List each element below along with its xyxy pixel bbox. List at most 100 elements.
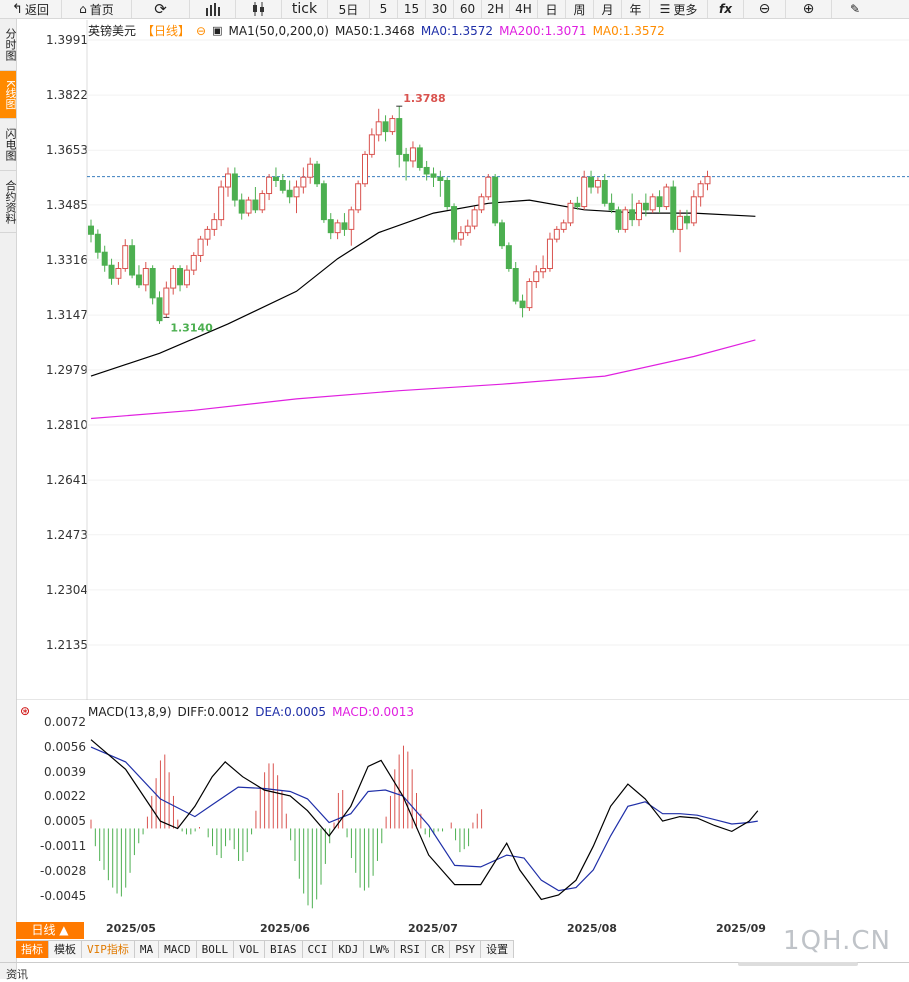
tab-rsi[interactable]: RSI — [395, 941, 426, 958]
tab-cr[interactable]: CR — [426, 941, 451, 958]
candle-body — [327, 219, 334, 234]
tab-kline[interactable]: K线图 — [0, 71, 17, 119]
footer-divider — [0, 962, 909, 963]
candlestick-icon — [252, 2, 264, 16]
candle-body — [204, 228, 211, 240]
period-select-button[interactable]: 日线 ▲ — [16, 922, 84, 939]
dea-line — [90, 746, 758, 892]
home-button[interactable]: ⌂ 首页 — [62, 0, 132, 18]
period-day-button[interactable]: 日 — [538, 0, 566, 18]
candle-body — [697, 183, 704, 198]
period-month-label: 月 — [601, 2, 614, 17]
candle-body — [135, 274, 142, 286]
candle-body — [567, 202, 574, 224]
tab-timeshare[interactable]: 分时图 — [0, 19, 17, 71]
home-label: 首页 — [89, 2, 114, 17]
tab-indicator[interactable]: 指标 — [16, 941, 49, 958]
candle-body — [430, 173, 437, 178]
more-button[interactable]: ☰ 更多 — [650, 0, 708, 18]
candle-body — [252, 199, 259, 211]
period-30m-button[interactable]: 30 — [426, 0, 454, 18]
price-tick: 1.2473 — [46, 528, 88, 542]
period-week-button[interactable]: 周 — [566, 0, 594, 18]
price-chart[interactable]: 1.3788 1.3140 — [0, 0, 909, 700]
tab-flash[interactable]: 闪电图 — [0, 119, 17, 171]
indicator-icon[interactable]: ▣ — [212, 24, 223, 37]
candle-body — [533, 271, 540, 283]
zoom-in-icon: ⊕ — [802, 1, 815, 17]
tick-button[interactable]: tick — [282, 0, 328, 18]
candle-body — [348, 209, 355, 230]
tab-macd[interactable]: MACD — [159, 941, 197, 958]
candle-body — [601, 179, 608, 204]
candle-body — [642, 202, 649, 211]
candle-body — [375, 121, 382, 136]
ma200-label: MA200:1.3071 — [499, 23, 587, 38]
period-year-button[interactable]: 年 — [622, 0, 650, 18]
period-60m-button[interactable]: 60 — [454, 0, 482, 18]
candle-body — [649, 196, 656, 211]
scroll-handle[interactable] — [738, 962, 858, 966]
tab-psy[interactable]: PSY — [450, 941, 482, 958]
candlestick-button[interactable] — [236, 0, 282, 18]
candle-body — [471, 209, 478, 227]
tab-bias[interactable]: BIAS — [265, 941, 303, 958]
price-tick: 1.3653 — [46, 143, 88, 157]
period-60m-label: 60 — [459, 2, 476, 16]
tab-cci[interactable]: CCI — [303, 941, 334, 958]
candle-body — [396, 118, 403, 155]
candle-body — [553, 228, 560, 240]
ma0-label-b: MA0:1.3572 — [592, 23, 665, 38]
bar-chart-button[interactable] — [190, 0, 236, 18]
refresh-button[interactable]: ⟳ — [132, 0, 190, 18]
macd-settings-icon[interactable]: ⊛ — [20, 704, 31, 718]
tab-contract[interactable]: 合约资料 — [0, 171, 17, 233]
back-icon: ↰ — [12, 1, 23, 17]
candle-body — [211, 219, 218, 230]
tab-settings[interactable]: 设置 — [481, 941, 515, 958]
left-tab-bar: 分时图 K线图 闪电图 合约资料 — [0, 19, 17, 979]
candle-body — [272, 176, 279, 181]
tab-boll[interactable]: BOLL — [197, 941, 235, 958]
candle-body — [115, 268, 122, 279]
period-30m-label: 30 — [431, 2, 448, 16]
more-label: 更多 — [673, 2, 698, 17]
candle-body — [163, 287, 170, 315]
candle-body — [464, 225, 471, 234]
period-2h-button[interactable]: 2H — [482, 0, 510, 18]
macd-chart[interactable] — [0, 700, 909, 940]
tick-label: tick — [291, 1, 318, 17]
period-year-label: 年 — [629, 2, 642, 17]
candle-body — [478, 196, 485, 211]
candle-body — [218, 186, 225, 221]
draw-button[interactable]: ✎ — [832, 0, 878, 18]
macd-name: MACD(13,8,9) — [88, 705, 172, 719]
candle-body — [238, 199, 245, 214]
candle-body — [519, 300, 526, 309]
tab-template[interactable]: 模板 — [49, 941, 82, 958]
zoom-out-button[interactable]: ⊖ — [744, 0, 786, 18]
period-4h-button[interactable]: 4H — [510, 0, 538, 18]
symbol-name: 英镑美元 — [88, 24, 137, 38]
zoom-in-button[interactable]: ⊕ — [786, 0, 832, 18]
tab-lw[interactable]: LW% — [364, 941, 396, 958]
candle-body — [574, 202, 581, 208]
candle-body — [540, 268, 547, 273]
period-5d-button[interactable]: 5日 — [328, 0, 370, 18]
period-month-button[interactable]: 月 — [594, 0, 622, 18]
candle-body — [485, 176, 492, 198]
settings-icon[interactable]: ⊖ — [196, 23, 207, 38]
candle-body — [231, 173, 238, 201]
period-15m-button[interactable]: 15 — [398, 0, 426, 18]
macd-tick: 0.0072 — [44, 715, 86, 729]
back-button[interactable]: ↰ 返回 — [0, 0, 62, 18]
tab-vol[interactable]: VOL — [234, 941, 265, 958]
formula-button[interactable]: fx — [708, 0, 744, 18]
tab-ma[interactable]: MA — [135, 941, 160, 958]
tab-vip-indicator[interactable]: VIP指标 — [82, 941, 135, 958]
tab-news[interactable]: 资讯 — [6, 968, 28, 981]
period-5m-button[interactable]: 5 — [370, 0, 398, 18]
candle-body — [444, 179, 451, 208]
tab-kdj[interactable]: KDJ — [333, 941, 365, 958]
candle-body — [156, 297, 163, 322]
